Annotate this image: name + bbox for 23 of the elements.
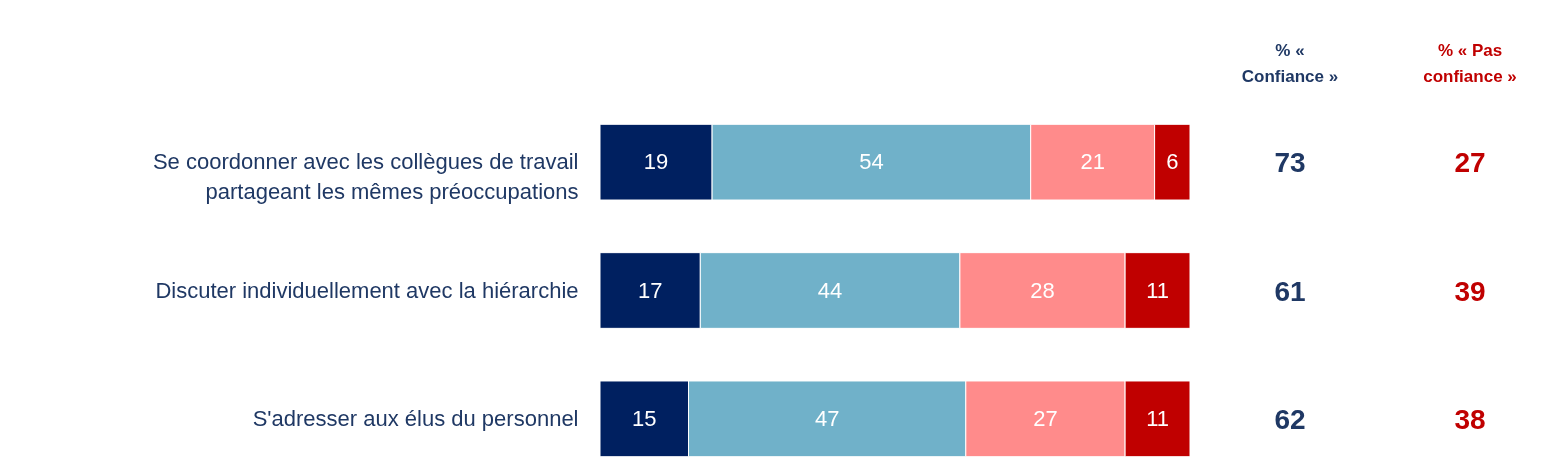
text: % « Pas confiance » — [1423, 41, 1517, 87]
data-label: 38 — [1454, 404, 1486, 436]
data-label: 73 — [1274, 147, 1306, 179]
data-label: 47 — [814, 405, 840, 431]
data-label: 27 — [1454, 147, 1486, 179]
text: % « Confiance » — [1241, 41, 1339, 87]
data-label: 39 — [1454, 275, 1486, 307]
y-tick-label: S'adresser aux élus du personnel — [252, 405, 579, 431]
data-label: 61 — [1274, 275, 1306, 307]
data-label: 11 — [1146, 277, 1169, 303]
data-label: 44 — [817, 277, 843, 303]
data-label: 62 — [1274, 404, 1306, 436]
data-label: 15 — [632, 405, 657, 431]
data-label: 28 — [1030, 277, 1055, 303]
data-label: 17 — [637, 277, 663, 303]
data-label: 54 — [859, 148, 884, 174]
data-label: 27 — [1033, 405, 1058, 431]
y-tick-label: Discuter individuellement avec la hiérarchie — [155, 277, 579, 303]
data-label: 11 — [1146, 405, 1169, 431]
data-label: 21 — [1080, 148, 1105, 174]
data-label: 19 — [643, 148, 669, 174]
data-label: 6 — [1166, 148, 1179, 174]
y-tick-label: Se coordonner avec les collègues de travail partageant les mêmes préoccupations — [152, 148, 579, 204]
